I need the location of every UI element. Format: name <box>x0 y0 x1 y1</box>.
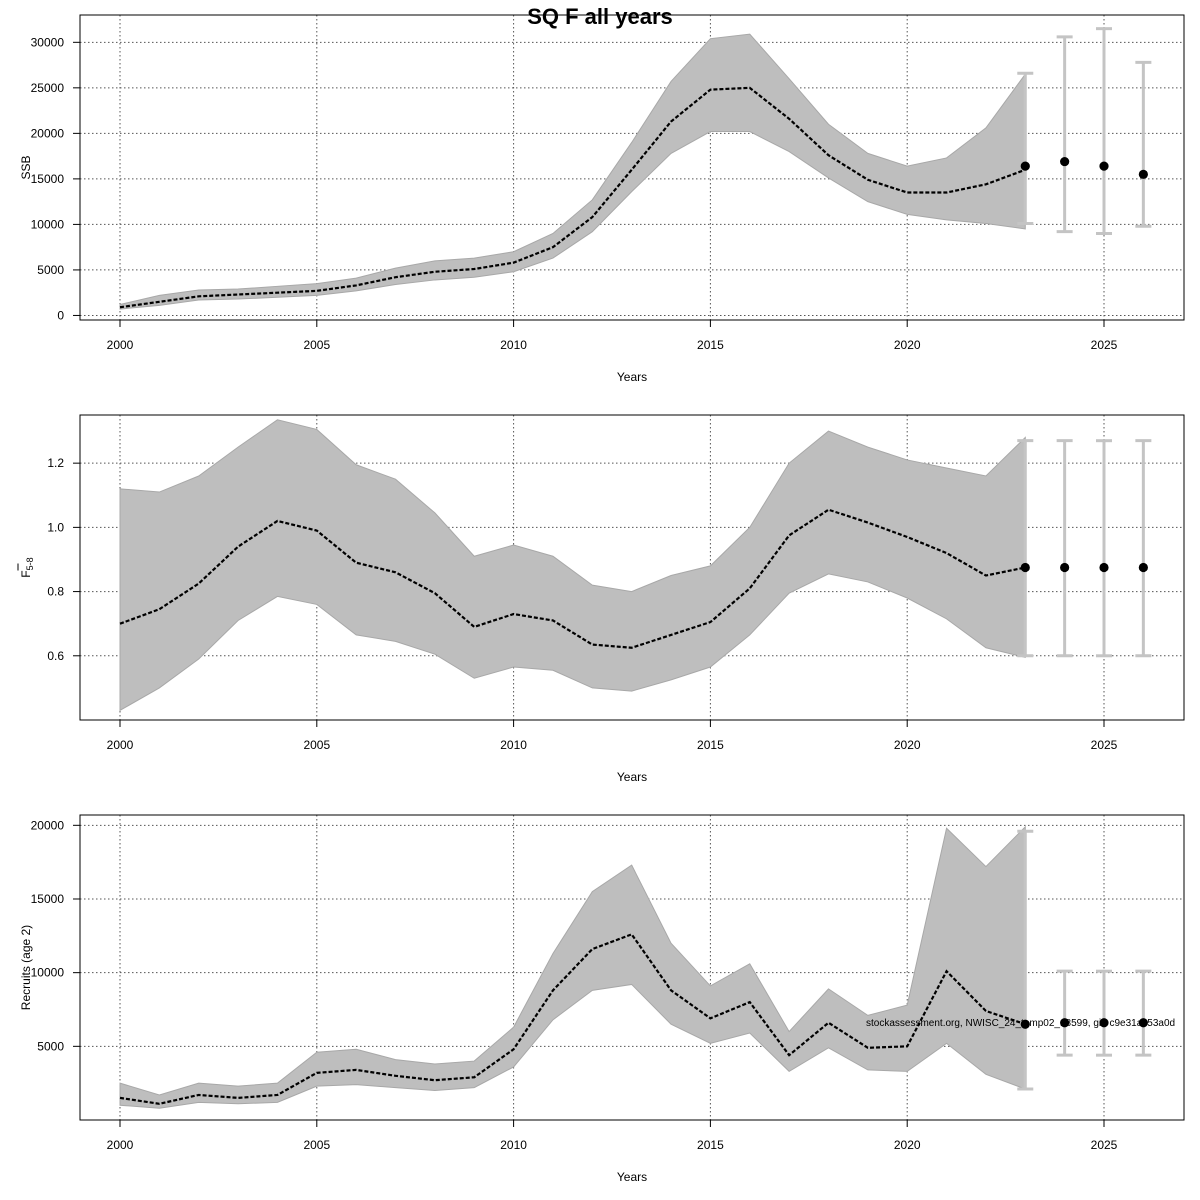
x-axis-label: Years <box>617 1170 647 1184</box>
estimate-line <box>119 933 1026 1105</box>
y-tick-label: 20000 <box>31 126 65 140</box>
x-tick-label: 2005 <box>303 1138 330 1152</box>
y-tick-label: 1.0 <box>47 520 64 534</box>
y-tick-label: 1.2 <box>47 456 64 470</box>
y-tick-label: 15000 <box>31 172 65 186</box>
forecast-point <box>1138 562 1148 573</box>
x-tick-label: 2015 <box>697 338 724 352</box>
x-tick-label: 2000 <box>107 338 134 352</box>
x-axis-label: Years <box>617 370 647 384</box>
forecast-point <box>1020 161 1030 171</box>
x-tick-label: 2025 <box>1091 1138 1118 1152</box>
y-axis-label-subscript: 5-8 <box>25 557 35 570</box>
forecast-point <box>1099 161 1109 171</box>
estimate-line <box>119 86 1026 309</box>
forecast-point <box>1060 1018 1070 1028</box>
forecast-point <box>1020 1019 1030 1029</box>
page-title: SQ F all years <box>527 4 673 29</box>
forecast-point <box>1138 1018 1148 1028</box>
x-tick-label: 2010 <box>500 1138 527 1152</box>
x-tick-label: 2005 <box>303 738 330 752</box>
plot-frame <box>79 14 1185 321</box>
y-axis-label: Recruits (age 2) <box>19 925 33 1010</box>
y-tick-label: 0 <box>57 308 64 322</box>
x-tick-label: 2020 <box>894 338 921 352</box>
y-tick-label: 30000 <box>31 35 65 49</box>
x-tick-label: 2000 <box>107 1138 134 1152</box>
confidence-band <box>119 825 1026 1109</box>
plot-frame <box>79 814 1185 1121</box>
y-tick-label: 15000 <box>31 892 65 906</box>
x-axis-label: Years <box>617 770 647 784</box>
x-tick-label: 2010 <box>500 738 527 752</box>
x-tick-label: 2020 <box>894 1138 921 1152</box>
ssb-panel: 2000 2005 2010 2015 2020 2025 0 5000 10000 15000 2… <box>19 14 1185 384</box>
x-tick-label: 2000 <box>107 738 134 752</box>
x-tick-label: 2025 <box>1091 338 1118 352</box>
forecast-point <box>1138 169 1148 179</box>
y-tick-label: 0.8 <box>47 585 64 599</box>
plot-frame <box>79 414 1185 721</box>
watermark-text: stockassessment.org, NWISC_24_temp02_185… <box>866 1018 1175 1029</box>
x-tick-label: 2010 <box>500 338 527 352</box>
y-tick-label: 10000 <box>31 966 65 980</box>
confidence-band <box>119 419 1026 712</box>
forecast-point <box>1099 1018 1109 1028</box>
x-tick-label: 2025 <box>1091 738 1118 752</box>
confidence-band <box>119 33 1026 310</box>
y-tick-label: 5000 <box>37 1039 64 1053</box>
y-tick-label: 10000 <box>31 217 65 231</box>
y-tick-label: 20000 <box>31 818 65 832</box>
x-tick-label: 2015 <box>697 738 724 752</box>
x-tick-label: 2005 <box>303 338 330 352</box>
forecast-point <box>1099 562 1109 573</box>
y-axis-label: F5-8 <box>19 557 35 577</box>
x-tick-label: 2020 <box>894 738 921 752</box>
x-tick-label: 2015 <box>697 1138 724 1152</box>
forecast-point <box>1060 156 1070 167</box>
y-tick-label: 25000 <box>31 81 65 95</box>
recruits-panel: 2000 2005 2010 2015 2020 2025 5000 10000 15000 20… <box>19 814 1185 1184</box>
fishing-mortality-panel: 2000 2005 2010 2015 2020 2025 0.6 0.8 1.0 1.2 Year… <box>17 414 1185 784</box>
y-tick-label: 5000 <box>37 263 64 277</box>
y-axis-label: SSB <box>19 155 33 179</box>
estimate-line <box>119 508 1026 649</box>
forecast-point <box>1020 562 1030 573</box>
y-tick-label: 0.6 <box>47 649 64 663</box>
forecast-point <box>1060 562 1070 573</box>
